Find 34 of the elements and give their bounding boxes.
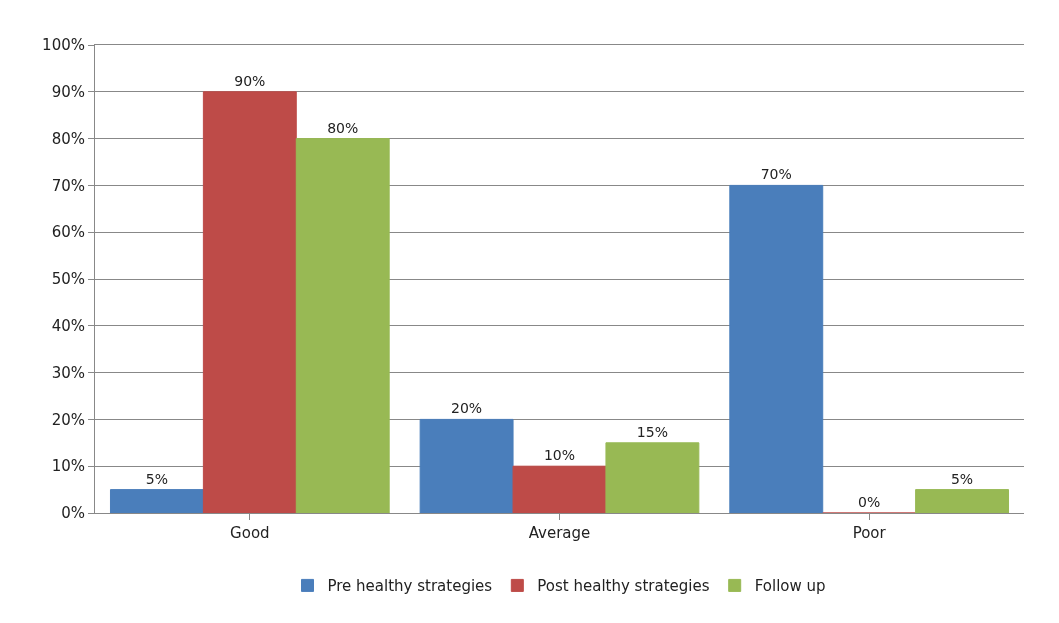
data-label: 0%: [858, 494, 881, 510]
x-tick-label: Average: [528, 524, 591, 542]
y-tick-label: 20%: [51, 410, 85, 429]
y-tick-label: 80%: [51, 129, 85, 148]
y-tick-label: 10%: [51, 457, 85, 476]
bar: [915, 489, 1010, 513]
bar: [202, 91, 297, 513]
bar: [109, 489, 204, 513]
y-tick-label: 60%: [51, 223, 85, 242]
bar: [605, 442, 700, 513]
y-tick-label: 100%: [42, 36, 85, 55]
x-tick-label: Poor: [852, 524, 887, 542]
y-tick-label: 70%: [51, 176, 85, 195]
data-label: 70%: [760, 166, 792, 183]
data-label: 80%: [327, 119, 359, 136]
legend-label: Pre healthy strategies: [327, 577, 493, 596]
y-tick-label: 0%: [61, 504, 85, 523]
y-tick-label: 90%: [51, 83, 85, 102]
bar: [512, 465, 607, 513]
bar: [729, 184, 824, 513]
bar: [419, 418, 514, 513]
legend-label: Follow up: [754, 577, 826, 596]
data-label: 15%: [636, 423, 668, 440]
legend-label: Post healthy strategies: [537, 577, 710, 596]
data-label: 5%: [145, 470, 169, 487]
data-label: 90%: [234, 72, 266, 89]
y-tick-label: 30%: [51, 363, 85, 382]
data-label: 5%: [950, 470, 974, 487]
bar: [295, 138, 390, 513]
y-tick-label: 40%: [51, 317, 85, 336]
x-tick-label: Good: [230, 524, 270, 542]
data-label: 10%: [543, 447, 576, 464]
y-tick-label: 50%: [51, 270, 85, 289]
data-label: 20%: [451, 400, 483, 417]
